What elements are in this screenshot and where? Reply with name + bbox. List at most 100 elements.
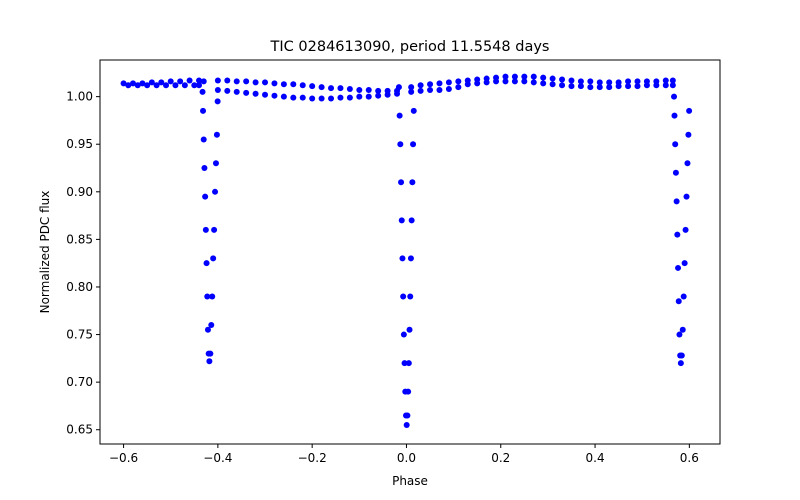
data-point-lower-branch-24 xyxy=(356,93,363,100)
data-point-upper-branch-41 xyxy=(511,73,518,80)
data-point-lower-branch-22 xyxy=(337,94,344,101)
data-point-lower-branch-45 xyxy=(559,82,566,89)
data-point-eclipse-near-phase-0.58-7 xyxy=(675,298,682,305)
data-point-eclipse-near-phase-0.58-6 xyxy=(675,264,682,271)
data-point-eclipse-near-phase-minus-0.42-8 xyxy=(204,326,211,333)
data-point-upper-branch-20 xyxy=(309,83,316,90)
data-point-upper-branch-9 xyxy=(200,78,207,85)
x-tick-label: 0.0 xyxy=(397,451,416,465)
data-point-lower-branch-29 xyxy=(408,88,415,95)
data-point-upper-branch-25 xyxy=(356,86,363,93)
data-point-lower-branch-55 xyxy=(653,82,660,89)
data-point-upper-branch-23 xyxy=(337,85,344,92)
y-tick-label: 0.70 xyxy=(66,375,93,389)
data-point-lower-branch-39 xyxy=(502,78,509,85)
data-point-upper-branch-21 xyxy=(318,84,325,91)
data-point-upper-branch-44 xyxy=(540,74,547,81)
data-point-eclipse-near-phase-0.0-6 xyxy=(400,293,407,300)
data-point-lower-branch-4 xyxy=(163,82,170,89)
data-point-upper-branch-58 xyxy=(669,77,676,84)
data-point-lower-branch-30 xyxy=(417,87,424,94)
data-point-lower-branch-37 xyxy=(483,79,490,86)
x-tick-label: 0.2 xyxy=(491,451,510,465)
x-tick-label: −0.6 xyxy=(109,451,138,465)
data-point-eclipse-near-phase-minus-0.42-15 xyxy=(211,226,218,233)
data-point-eclipse-near-phase-minus-0.42-18 xyxy=(213,131,220,138)
data-point-upper-branch-48 xyxy=(577,78,584,85)
data-point-eclipse-near-phase-0.0-12 xyxy=(404,412,411,419)
data-point-upper-branch-1 xyxy=(130,80,136,87)
data-point-eclipse-near-phase-minus-0.42-19 xyxy=(214,98,221,105)
data-point-lower-branch-33 xyxy=(445,86,452,93)
data-point-eclipse-near-phase-0.0-21 xyxy=(410,107,417,114)
y-axis-ticks: 0.65 0.70 0.75 0.80 0.85 0.90 0.95 1.00 xyxy=(66,90,100,437)
data-point-lower-branch-23 xyxy=(346,94,353,101)
x-axis-ticks: −0.6 −0.4 −0.2 0.0 0.2 0.4 0.6 xyxy=(109,444,699,465)
data-point-eclipse-near-phase-minus-0.42-0 xyxy=(199,88,206,95)
data-point-upper-branch-13 xyxy=(243,78,250,85)
data-point-eclipse-near-phase-0.0-20 xyxy=(410,141,417,148)
data-point-lower-branch-25 xyxy=(365,93,372,100)
data-point-eclipse-near-phase-minus-0.42-5 xyxy=(202,226,209,233)
data-point-lower-branch-46 xyxy=(568,83,575,90)
data-point-lower-branch-13 xyxy=(252,90,259,97)
data-point-lower-branch-0 xyxy=(125,82,132,89)
data-point-lower-branch-44 xyxy=(549,81,556,88)
data-point-lower-branch-20 xyxy=(318,95,325,102)
data-point-eclipse-near-phase-0.0-11 xyxy=(403,421,410,428)
data-point-upper-branch-4 xyxy=(158,79,165,86)
data-point-upper-branch-10 xyxy=(214,77,221,84)
data-point-eclipse-near-phase-0.58-13 xyxy=(680,293,687,300)
data-point-eclipse-near-phase-0.0-8 xyxy=(401,360,408,367)
data-point-lower-branch-31 xyxy=(427,86,434,93)
data-point-upper-branch-53 xyxy=(625,78,632,85)
data-point-lower-branch-51 xyxy=(615,83,622,90)
data-point-upper-branch-45 xyxy=(549,75,556,82)
data-point-eclipse-near-phase-0.58-5 xyxy=(674,231,681,238)
x-tick-label: 0.4 xyxy=(586,451,605,465)
data-point-upper-branch-16 xyxy=(271,80,278,87)
data-point-eclipse-near-phase-0.0-3 xyxy=(398,179,405,186)
data-point-eclipse-near-phase-0.0-0 xyxy=(395,84,402,91)
data-point-lower-branch-38 xyxy=(493,78,500,85)
data-point-upper-branch-50 xyxy=(596,79,603,86)
data-point-eclipse-near-phase-0.0-14 xyxy=(405,360,412,367)
data-point-upper-branch-0 xyxy=(120,80,127,87)
y-tick-label: 0.95 xyxy=(66,137,93,151)
data-point-upper-branch-22 xyxy=(328,85,335,92)
data-point-upper-branch-47 xyxy=(568,77,575,84)
data-point-lower-branch-42 xyxy=(530,79,537,86)
data-point-eclipse-near-phase-minus-0.42-7 xyxy=(204,293,211,300)
data-point-lower-branch-16 xyxy=(280,93,287,100)
data-point-eclipse-near-phase-0.0-16 xyxy=(407,293,414,300)
plot-frame xyxy=(99,59,721,445)
data-point-lower-branch-15 xyxy=(271,92,278,99)
data-point-eclipse-near-phase-0.0-5 xyxy=(399,255,406,262)
data-point-upper-branch-7 xyxy=(186,77,193,84)
data-point-upper-branch-34 xyxy=(445,79,452,86)
chart-title: TIC 0284613090, period 11.5548 days xyxy=(270,39,550,55)
data-point-lower-branch-54 xyxy=(643,82,650,89)
data-point-eclipse-near-phase-0.0-18 xyxy=(408,217,415,224)
data-point-eclipse-near-phase-0.58-18 xyxy=(685,131,692,138)
data-point-lower-branch-11 xyxy=(233,88,240,95)
data-point-upper-branch-11 xyxy=(224,77,231,84)
data-point-upper-branch-43 xyxy=(530,73,537,80)
data-point-eclipse-near-phase-0.58-11 xyxy=(678,352,685,359)
data-point-upper-branch-15 xyxy=(262,79,269,86)
y-tick-label: 0.75 xyxy=(66,328,93,342)
data-point-upper-branch-33 xyxy=(436,80,443,87)
data-point-upper-branch-27 xyxy=(375,87,382,94)
data-point-upper-branch-12 xyxy=(233,78,240,85)
data-point-eclipse-near-phase-minus-0.42-16 xyxy=(212,188,219,195)
data-point-eclipse-near-phase-minus-0.42-17 xyxy=(212,160,219,167)
data-point-lower-branch-7 xyxy=(191,82,198,89)
data-point-upper-branch-57 xyxy=(662,77,669,84)
data-point-lower-branch-17 xyxy=(290,94,297,101)
data-point-lower-branch-26 xyxy=(375,92,382,99)
data-point-eclipse-near-phase-0.58-8 xyxy=(676,331,683,338)
data-point-eclipse-near-phase-0.58-0 xyxy=(671,93,678,100)
data-point-eclipse-near-phase-minus-0.42-6 xyxy=(203,260,210,267)
data-point-lower-branch-43 xyxy=(540,80,547,87)
